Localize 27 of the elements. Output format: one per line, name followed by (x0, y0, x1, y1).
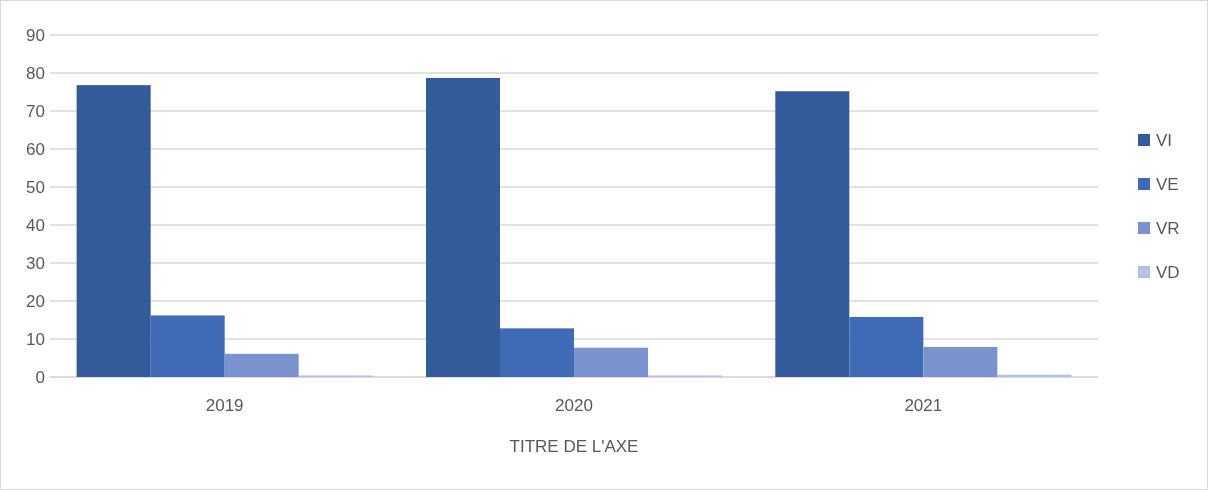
bar (425, 77, 500, 377)
y-tick-label: 40 (26, 215, 45, 235)
y-tick-label: 30 (26, 253, 45, 273)
bar (150, 315, 225, 377)
legend-label: VE (1156, 174, 1179, 194)
x-tick-label: 2019 (205, 396, 244, 415)
y-tick-label: 70 (26, 101, 45, 121)
y-tick-label: 20 (26, 291, 45, 311)
bar (849, 316, 924, 377)
legend-label: VI (1156, 130, 1173, 150)
y-tick-label: 80 (26, 63, 45, 83)
bar (775, 91, 850, 377)
y-tick-label: 90 (26, 25, 45, 45)
y-tick-label: 10 (26, 329, 45, 349)
bar (574, 347, 649, 377)
y-tick-label: 60 (26, 139, 45, 159)
bar (224, 353, 299, 377)
bar (499, 328, 574, 377)
bar (923, 346, 998, 377)
y-tick-label: 0 (35, 367, 45, 387)
bar (76, 85, 151, 377)
legend-label: VR (1156, 218, 1180, 238)
x-tick-label: 2021 (904, 396, 943, 415)
x-tick-label: 2020 (555, 396, 593, 415)
y-tick-label: 50 (26, 177, 45, 197)
x-axis-title: TITRE DE L'AXE (509, 437, 639, 456)
legend-label: VD (1156, 262, 1180, 282)
